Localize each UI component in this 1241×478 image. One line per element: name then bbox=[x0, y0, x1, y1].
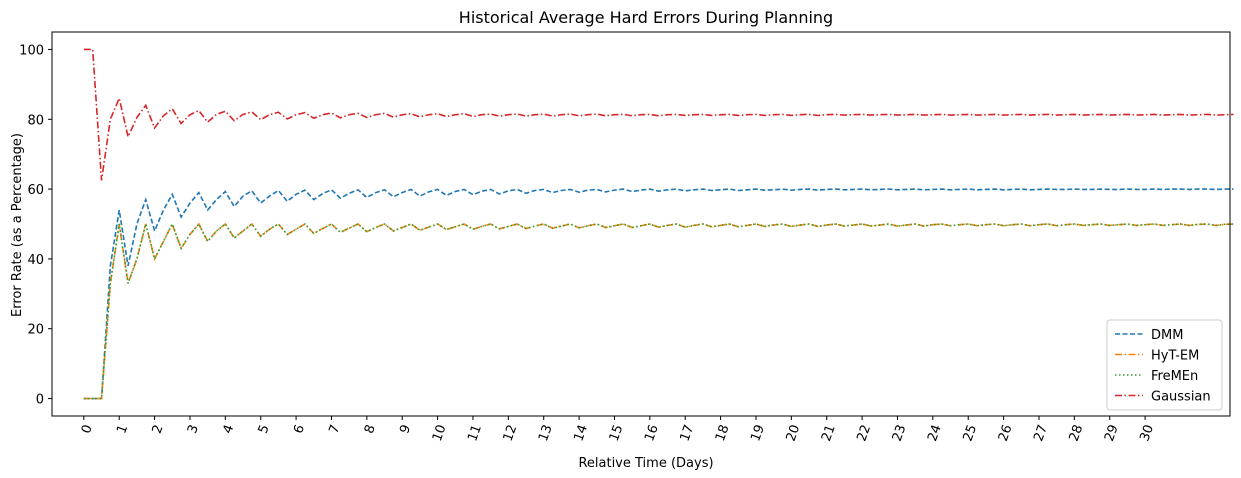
legend: DMM HyT-EM FreMEn Gaussian bbox=[1106, 319, 1223, 411]
plot-lines bbox=[83, 48, 1234, 400]
x-tick-label: 23 bbox=[890, 423, 910, 444]
x-tick-label: 28 bbox=[1067, 423, 1087, 444]
x-tick-label: 25 bbox=[961, 423, 981, 444]
series-line-hyt-em bbox=[83, 221, 1234, 400]
x-tick-label: 26 bbox=[996, 423, 1016, 444]
y-tick-label: 100 bbox=[19, 43, 44, 58]
x-tick-label: 8 bbox=[362, 423, 379, 436]
x-tick-label: 1 bbox=[114, 423, 131, 436]
x-axis-label: Relative Time (Days) bbox=[578, 456, 713, 471]
legend-box bbox=[1106, 319, 1223, 411]
x-tick-label: 11 bbox=[465, 423, 485, 444]
x-tick-label: 16 bbox=[642, 423, 662, 444]
series-line-dmm bbox=[83, 188, 1234, 400]
y-tick-label: 20 bbox=[27, 323, 44, 338]
legend-label-hyt-em: HyT-EM bbox=[1151, 349, 1199, 364]
y-tick-label: 40 bbox=[27, 253, 44, 268]
x-tick-label: 0 bbox=[79, 423, 96, 436]
x-tick-label: 22 bbox=[854, 423, 874, 444]
x-tick-label: 13 bbox=[536, 423, 556, 444]
x-tick-label: 17 bbox=[677, 423, 697, 444]
x-tick-label: 18 bbox=[713, 423, 733, 444]
y-tick-label: 80 bbox=[27, 113, 44, 128]
x-tick-label: 5 bbox=[256, 423, 273, 436]
x-tick-label: 7 bbox=[327, 423, 344, 436]
x-tick-label: 24 bbox=[925, 423, 945, 444]
legend-label-gaussian: Gaussian bbox=[1151, 390, 1211, 405]
x-tick-label: 6 bbox=[291, 423, 308, 436]
y-axis: 0 20 40 60 80 100 bbox=[19, 43, 52, 408]
x-tick-label: 14 bbox=[571, 423, 591, 444]
x-tick-label: 19 bbox=[748, 423, 768, 444]
y-tick-label: 60 bbox=[27, 183, 44, 198]
x-tick-label: 3 bbox=[185, 423, 202, 436]
x-tick-label: 20 bbox=[784, 423, 804, 444]
x-tick-label: 4 bbox=[220, 423, 237, 436]
x-tick-label: 21 bbox=[819, 423, 839, 444]
y-tick-label: 0 bbox=[36, 393, 44, 408]
y-axis-label: Error Rate (as a Percentage) bbox=[10, 133, 25, 317]
x-tick-label: 9 bbox=[397, 423, 414, 436]
x-tick-label: 27 bbox=[1031, 423, 1051, 444]
x-tick-label: 30 bbox=[1137, 423, 1157, 444]
legend-label-dmm: DMM bbox=[1151, 328, 1183, 343]
chart-title: Historical Average Hard Errors During Pl… bbox=[459, 8, 833, 27]
plot-frame bbox=[51, 31, 1231, 417]
x-tick-label: 10 bbox=[430, 423, 450, 444]
series-line-fremen bbox=[83, 221, 1234, 400]
series-line-gaussian bbox=[83, 48, 1234, 181]
x-tick-label: 29 bbox=[1102, 423, 1122, 444]
x-tick-label: 12 bbox=[501, 423, 521, 444]
legend-label-fremen: FreMEn bbox=[1151, 369, 1198, 384]
x-tick-label: 2 bbox=[150, 423, 167, 436]
x-tick-label: 15 bbox=[607, 423, 627, 444]
x-axis: 0 1 2 3 4 5 6 7 8 9 10 11 12 13 14 15 16 17 18 19 20 21 22 23 24… bbox=[79, 416, 1157, 443]
